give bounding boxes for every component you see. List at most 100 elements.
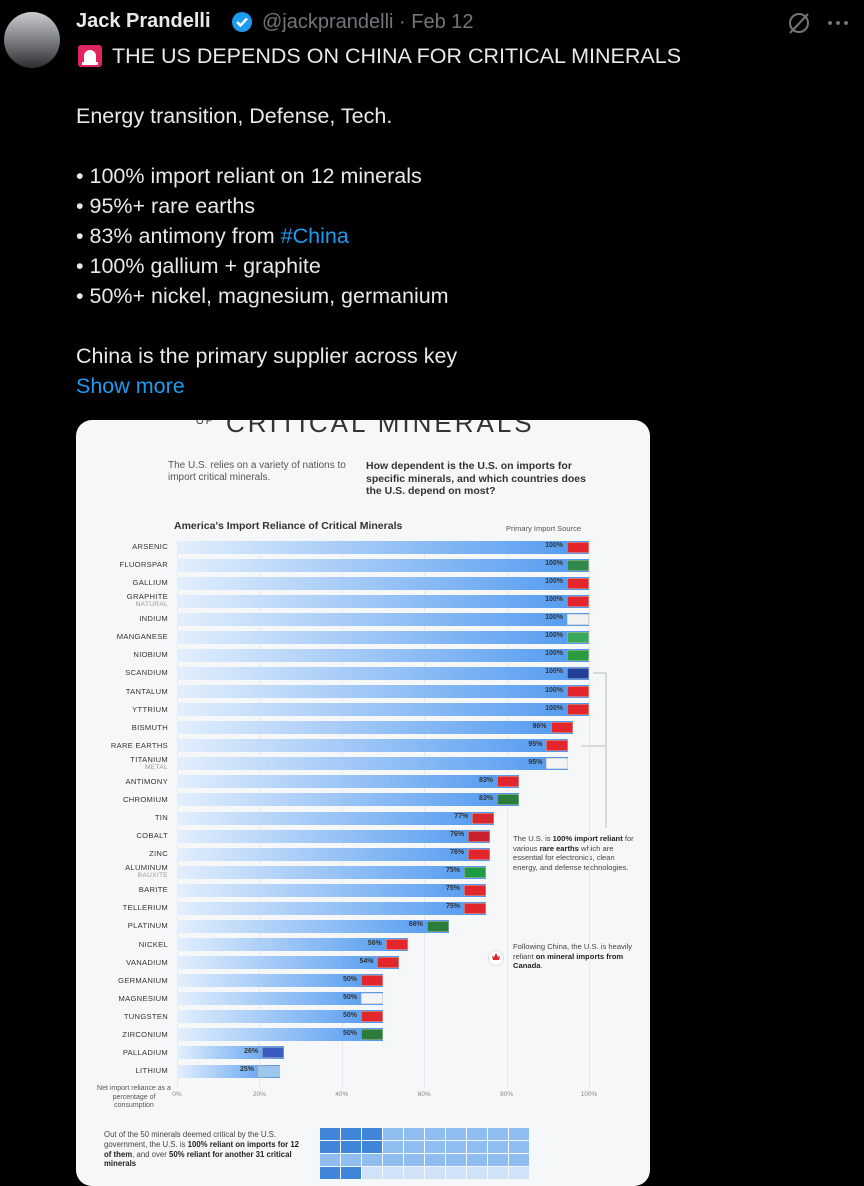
flag bbox=[361, 975, 383, 987]
verified-badge bbox=[232, 12, 252, 32]
more-icon[interactable] bbox=[826, 14, 850, 32]
image-card[interactable]: OF CRITICAL MINERALS The U.S. relies on … bbox=[76, 420, 650, 1186]
flag bbox=[464, 902, 486, 914]
grok-icon[interactable] bbox=[786, 10, 812, 36]
text-part: , and over bbox=[132, 1149, 169, 1159]
value-label: 100% bbox=[545, 704, 563, 712]
annotation: The U.S. is 100% import reliant for vari… bbox=[513, 834, 638, 872]
value-label: 100% bbox=[545, 668, 563, 676]
flag bbox=[468, 830, 491, 842]
bar bbox=[177, 811, 495, 825]
flag bbox=[472, 812, 495, 824]
x-tick-label: 60% bbox=[417, 1091, 431, 1098]
waffle-cell bbox=[509, 1154, 529, 1166]
bar bbox=[177, 576, 589, 590]
waffle-cell bbox=[509, 1128, 529, 1140]
value-label: 95% bbox=[528, 740, 543, 748]
waffle-cell bbox=[320, 1141, 340, 1153]
value-label: 56% bbox=[367, 939, 382, 947]
waffle-cell bbox=[383, 1141, 403, 1153]
show-more[interactable]: Show more bbox=[76, 374, 185, 398]
waffle-cell bbox=[488, 1141, 508, 1153]
flag bbox=[496, 794, 519, 806]
waffle-cell bbox=[425, 1167, 445, 1179]
intro-right: How dependent is the U.S. on imports for… bbox=[366, 460, 586, 497]
value-label: 100% bbox=[545, 578, 563, 586]
category-label: ZIRCONIUM bbox=[122, 1029, 168, 1039]
category-label: VANADIUM bbox=[126, 957, 168, 967]
bar bbox=[177, 757, 569, 771]
category-label: YTTRIUM bbox=[132, 704, 168, 714]
waffle-cell bbox=[341, 1167, 361, 1179]
flag bbox=[546, 758, 569, 770]
waffle bbox=[320, 1128, 530, 1180]
category-label: TITANIUM bbox=[130, 754, 168, 764]
bullet-text: • 83% antimony from bbox=[76, 224, 281, 248]
waffle-cell bbox=[509, 1167, 529, 1179]
bar bbox=[177, 901, 486, 915]
flag bbox=[464, 884, 486, 896]
bar bbox=[177, 865, 486, 879]
intro-left: The U.S. relies on a variety of nations … bbox=[168, 460, 346, 483]
waffle-cell bbox=[362, 1154, 382, 1166]
heading-small: OF bbox=[196, 420, 214, 427]
text-part: The U.S. is bbox=[513, 834, 553, 843]
text-part: Out of the 50 minerals deemed critical b… bbox=[104, 1130, 277, 1149]
value-label: 75% bbox=[445, 903, 460, 911]
heading: CRITICAL MINERALS bbox=[226, 420, 535, 438]
flag bbox=[567, 631, 589, 643]
waffle-cell bbox=[383, 1167, 403, 1179]
value-label: 96% bbox=[532, 722, 547, 730]
flag bbox=[567, 559, 589, 571]
grid-line bbox=[589, 540, 590, 1088]
value-label: 95% bbox=[528, 758, 543, 766]
bullet: • 83% antimony from #China bbox=[76, 223, 349, 249]
category-label: TANTALUM bbox=[125, 686, 168, 696]
waffle-cell bbox=[467, 1167, 487, 1179]
bullet: • 100% import reliant on 12 minerals bbox=[76, 164, 422, 188]
bar bbox=[177, 883, 486, 897]
value-label: 50% bbox=[342, 993, 357, 1001]
category-label: GERMANIUM bbox=[118, 975, 168, 985]
text-part: 100% import reliant bbox=[552, 834, 623, 843]
bar bbox=[177, 829, 491, 843]
value-label: 100% bbox=[545, 560, 563, 568]
category-label: SCANDIUM bbox=[125, 668, 168, 678]
bullet: • 50%+ nickel, magnesium, germanium bbox=[76, 284, 449, 308]
flag bbox=[464, 866, 486, 878]
category-label: PALLADIUM bbox=[122, 1047, 168, 1057]
bar bbox=[177, 1064, 280, 1078]
handle-date[interactable]: @jackprandelli · Feb 12 bbox=[262, 11, 474, 33]
waffle-cell bbox=[383, 1128, 403, 1140]
category-label: ANTIMONY bbox=[125, 776, 168, 786]
x-axis-label: Net import reliance as a percentage of c… bbox=[97, 1085, 171, 1109]
flag bbox=[567, 704, 589, 716]
author-name[interactable]: Jack Prandelli bbox=[76, 10, 211, 32]
hashtag[interactable]: #China bbox=[280, 224, 349, 248]
text-part: rare earths bbox=[539, 843, 579, 853]
category-label: ARSENIC bbox=[132, 542, 168, 551]
flag bbox=[385, 939, 408, 951]
flag bbox=[567, 541, 589, 553]
flag bbox=[567, 686, 589, 698]
flag bbox=[567, 649, 589, 661]
annotation: Following China, the U.S. is heavily rel… bbox=[513, 942, 638, 971]
bar bbox=[177, 540, 589, 554]
flag bbox=[361, 1011, 383, 1023]
headline: THE US DEPENDS ON CHINA FOR CRITICAL MIN… bbox=[112, 44, 682, 68]
bar bbox=[177, 775, 519, 789]
category-label: TIN bbox=[154, 813, 168, 823]
waffle-cell bbox=[362, 1167, 382, 1179]
category-label: FLUORSPAR bbox=[119, 560, 168, 570]
category-label: CHROMIUM bbox=[122, 794, 168, 804]
bar bbox=[177, 558, 589, 572]
flag bbox=[426, 920, 449, 932]
category-label: BISMUTH bbox=[131, 722, 168, 732]
avatar[interactable] bbox=[4, 12, 60, 68]
text-part: on mineral imports from Canada bbox=[513, 951, 624, 971]
grid-line bbox=[506, 540, 508, 1088]
bar bbox=[177, 648, 589, 662]
category-sublabel: NATURAL bbox=[135, 601, 168, 609]
value-label: 100% bbox=[545, 650, 563, 658]
